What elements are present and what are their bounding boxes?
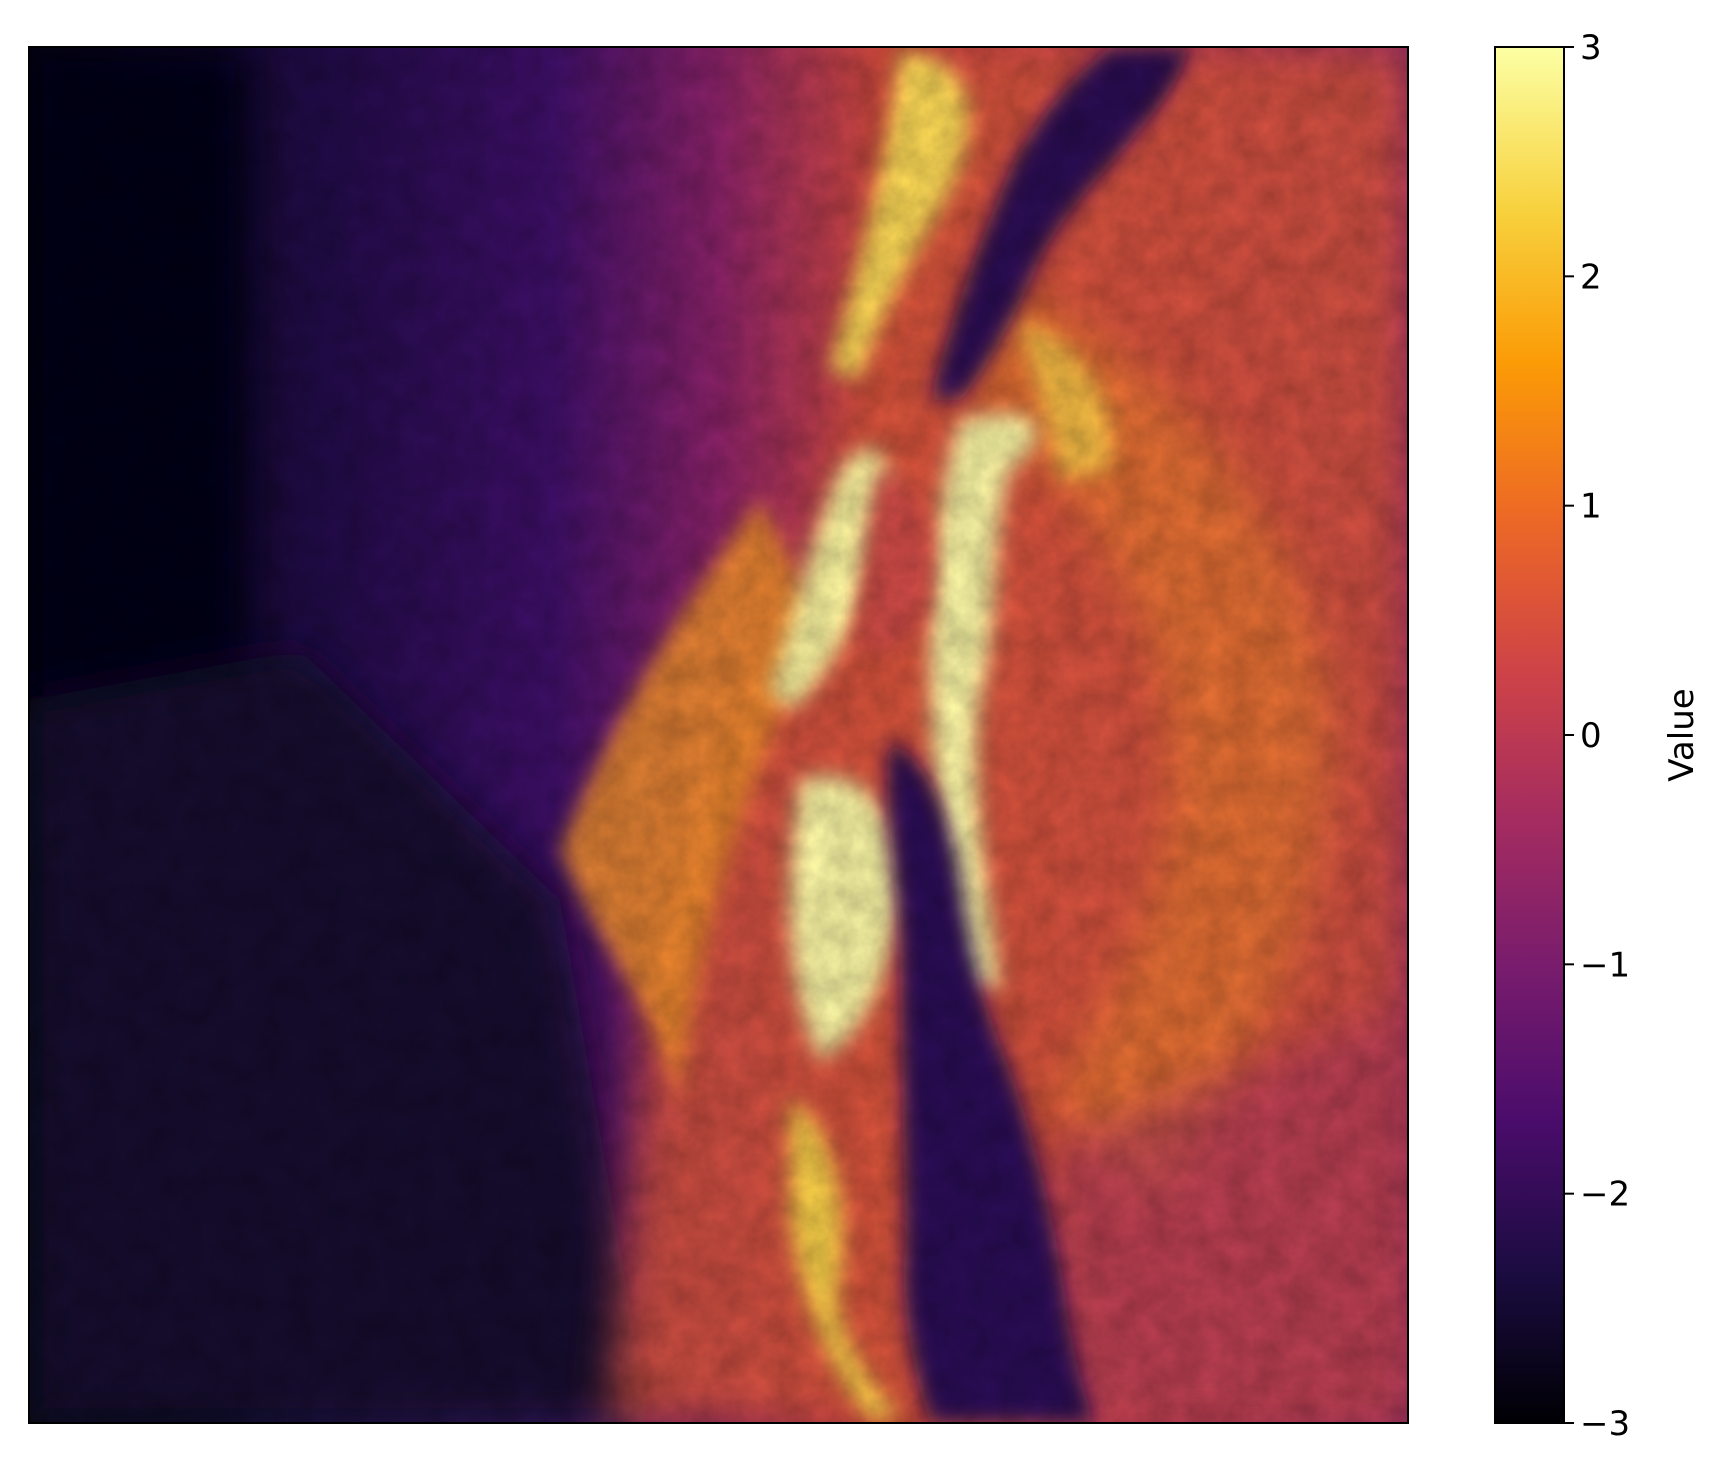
colorbar-gradient (1494, 46, 1565, 1424)
colorbar-tick-label: −1 (1580, 945, 1630, 985)
plot-frame (28, 46, 1409, 1424)
colorbar-tick-label: 2 (1580, 257, 1602, 297)
colorbar-ticks: 3 2 1 0 −1 −2 −3 (1564, 28, 1630, 1444)
colorbar-tick-label: 3 (1580, 28, 1602, 68)
colorbar-tick-label: 0 (1580, 716, 1602, 756)
colorbar-label: Value (1662, 688, 1702, 781)
heatmap-image (29, 47, 1408, 1423)
colorbar-tick-label: −2 (1580, 1175, 1630, 1215)
colorbar-tick-label: 1 (1580, 487, 1602, 527)
colorbar-tick-label: −3 (1580, 1404, 1630, 1444)
colorbar: 3 2 1 0 −1 −2 −3 Value (1494, 28, 1702, 1444)
